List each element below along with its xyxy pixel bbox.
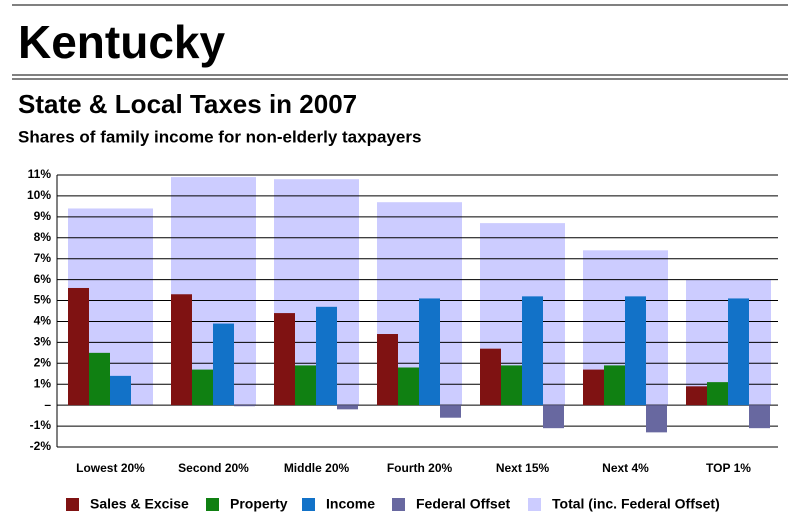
bar: [419, 298, 440, 406]
y-tick-label: –: [44, 397, 51, 411]
y-tick-label: 1%: [34, 376, 52, 390]
x-tick-label: Lowest 20%: [76, 461, 145, 475]
legend-label: Sales & Excise: [90, 496, 189, 512]
bar: [543, 405, 564, 429]
legend-label: Income: [326, 496, 375, 512]
bar: [192, 369, 213, 406]
x-tick-label: Second 20%: [178, 461, 249, 475]
legend-swatch: [528, 498, 541, 511]
bar: [89, 352, 110, 406]
bar: [604, 365, 625, 406]
bar: [110, 375, 131, 406]
bar: [398, 367, 419, 406]
y-tick-label: 2%: [34, 355, 52, 369]
y-tick-label: 4%: [34, 314, 52, 328]
y-tick-label: -2%: [30, 439, 52, 453]
bar: [522, 296, 543, 406]
page-title: Kentucky: [18, 16, 225, 68]
legend-swatch: [66, 498, 79, 511]
bar: [295, 365, 316, 406]
bar: [728, 298, 749, 406]
bar: [337, 405, 358, 410]
bar: [686, 386, 707, 406]
bar: [480, 348, 501, 406]
bar: [68, 287, 89, 406]
chart-title: State & Local Taxes in 2007: [18, 89, 357, 119]
bar: [646, 405, 667, 433]
y-tick-label: 9%: [34, 209, 52, 223]
legend-swatch: [392, 498, 405, 511]
legend-label: Total (inc. Federal Offset): [552, 496, 720, 512]
bar: [377, 334, 398, 406]
y-tick-label: -1%: [30, 418, 52, 432]
x-tick-label: Next 4%: [602, 461, 649, 475]
x-tick-label: TOP 1%: [706, 461, 751, 475]
y-tick-label: 10%: [27, 188, 51, 202]
bar: [316, 306, 337, 406]
bar: [213, 323, 234, 406]
y-tick-label: 5%: [34, 293, 52, 307]
x-tick-label: Next 15%: [496, 461, 550, 475]
bar: [234, 405, 255, 407]
bar: [501, 365, 522, 406]
chart-subtitle: Shares of family income for non-elderly …: [18, 127, 421, 146]
bar: [171, 294, 192, 406]
bar: [749, 405, 770, 429]
legend-label: Property: [230, 496, 288, 512]
y-tick-label: 11%: [28, 167, 52, 181]
y-tick-label: 7%: [34, 251, 52, 265]
bar: [583, 369, 604, 406]
y-tick-label: 6%: [34, 272, 52, 286]
x-tick-label: Fourth 20%: [387, 461, 453, 475]
x-tick-label: Middle 20%: [284, 461, 350, 475]
legend-label: Federal Offset: [416, 496, 510, 512]
bar: [440, 405, 461, 418]
y-tick-label: 3%: [34, 335, 52, 349]
bar: [274, 313, 295, 406]
y-tick-label: 8%: [34, 230, 52, 244]
legend-swatch: [302, 498, 315, 511]
legend-swatch: [206, 498, 219, 511]
bar: [707, 382, 728, 406]
bar: [625, 296, 646, 406]
